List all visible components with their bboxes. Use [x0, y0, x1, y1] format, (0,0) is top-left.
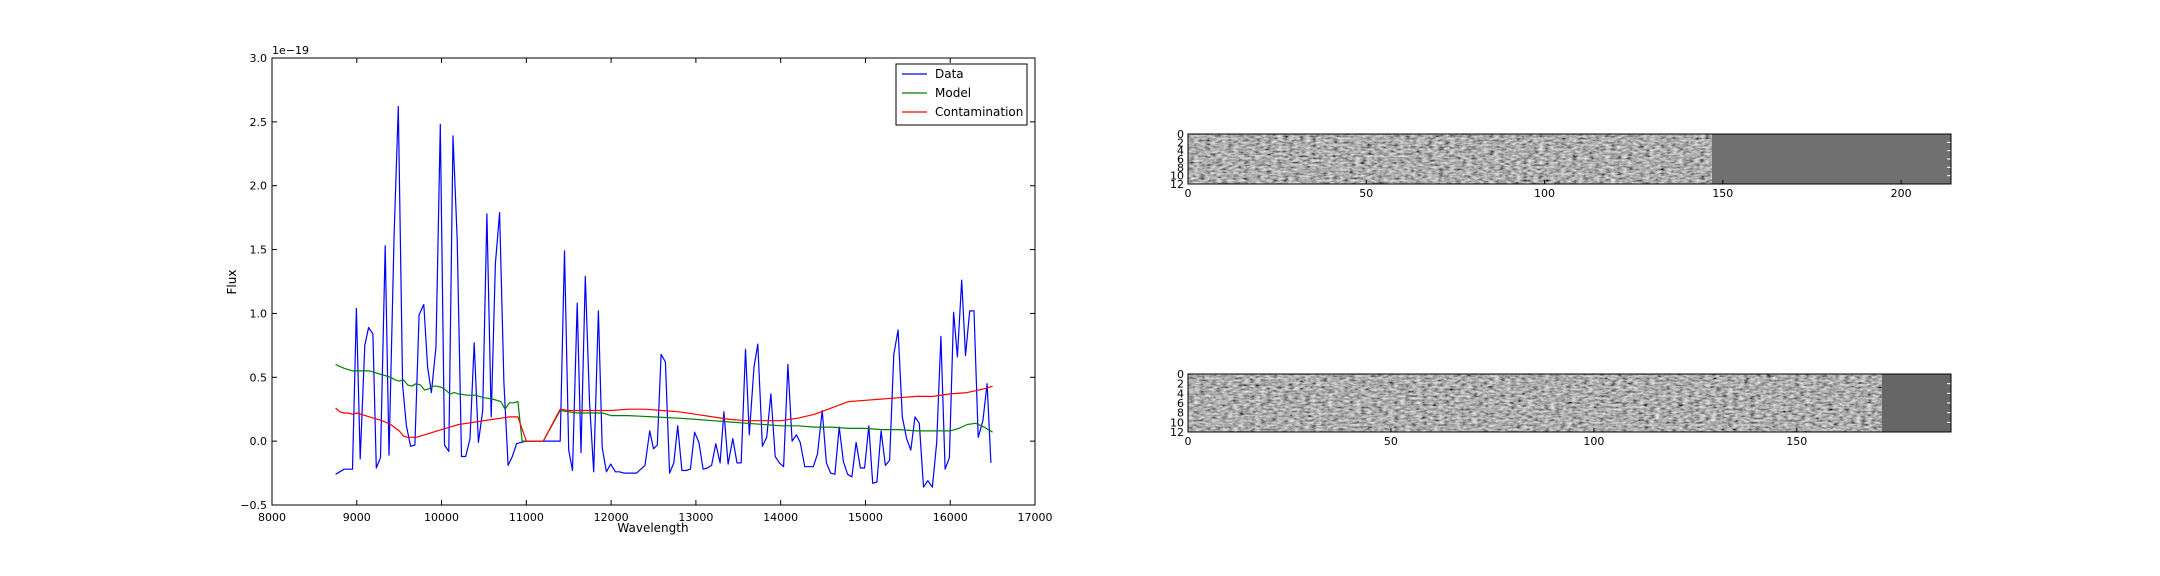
series-line-model	[335, 363, 993, 442]
legend: Data Model Contamination	[895, 63, 1028, 126]
series-line-data	[335, 105, 992, 488]
x-tick-label: 150	[1712, 187, 1733, 200]
y-tick-label: 2	[1177, 136, 1184, 149]
spectrum-line-chart: 8000 9000 10000 11000 12000 13000 14000 15000 16…	[225, 44, 1053, 535]
y-tick-label: 4	[1177, 145, 1184, 158]
series-lines	[335, 105, 993, 488]
x-tick-label: 15000	[848, 511, 883, 524]
y-tick-label: 12	[1170, 178, 1184, 191]
y-axis-label: Flux	[225, 270, 239, 295]
heatmap-frame	[1187, 373, 1952, 433]
heatmap-frame	[1187, 133, 1952, 185]
y-tick-label: 0.0	[250, 435, 268, 448]
x-tick-label: 13000	[678, 511, 713, 524]
x-tick-label: 9000	[343, 511, 371, 524]
y-tick-label: 10	[1170, 170, 1184, 183]
y-tick-label: 2	[1177, 378, 1184, 391]
y-tick-label: 1.0	[250, 307, 268, 320]
y-tick-label: 0	[1177, 128, 1184, 141]
y-tick-label: 3.0	[250, 52, 268, 65]
x-tick-label: 50	[1384, 435, 1398, 448]
y-tick-label: 8	[1177, 161, 1184, 174]
x-tick-label: 8000	[258, 511, 286, 524]
series-line-contamination	[335, 385, 993, 442]
tick-labels: 8000 9000 10000 11000 12000 13000 14000 15000 16…	[240, 52, 1052, 524]
y-tick-label: 2.5	[250, 116, 268, 129]
x-axis-label: Wavelength	[617, 521, 688, 535]
x-tick-label: 0	[1185, 435, 1192, 448]
x-tick-label: 200	[1891, 187, 1912, 200]
y-tick-label: 4	[1177, 387, 1184, 400]
x-tick-label: 12000	[594, 511, 629, 524]
heatmap-noise	[1188, 134, 1712, 184]
y-tick-label: 8	[1177, 407, 1184, 420]
x-tick-label: 11000	[509, 511, 544, 524]
y-tick-label: 6	[1177, 397, 1184, 410]
x-tick-label: 150	[1786, 435, 1807, 448]
y-tick-label: 6	[1177, 153, 1184, 166]
x-tick-label: 0	[1185, 187, 1192, 200]
y-tick-label: 2.0	[250, 180, 268, 193]
y-tick-label: 1.5	[250, 244, 268, 257]
axis-ticks	[271, 57, 1036, 506]
x-tick-label: 16000	[933, 511, 968, 524]
legend-label-model: Model	[935, 86, 971, 100]
x-tick-label: 10000	[424, 511, 459, 524]
y-tick-label: 0.5	[250, 371, 268, 384]
y-tick-label: 0	[1177, 368, 1184, 381]
y-tick-label: 10	[1170, 416, 1184, 429]
x-tick-label: 100	[1583, 435, 1604, 448]
x-tick-label: 50	[1359, 187, 1373, 200]
legend-label-contamination: Contamination	[935, 105, 1023, 119]
offset-label: 1e−19	[272, 44, 309, 57]
x-tick-label: 100	[1534, 187, 1555, 200]
plot-frame	[271, 57, 1036, 506]
y-tick-label: −0.5	[240, 499, 267, 512]
heatmap-noise	[1188, 374, 1882, 432]
legend-label-data: Data	[935, 67, 964, 81]
x-tick-label: 17000	[1018, 511, 1053, 524]
y-tick-label: 12	[1170, 426, 1184, 439]
x-tick-label: 14000	[763, 511, 798, 524]
